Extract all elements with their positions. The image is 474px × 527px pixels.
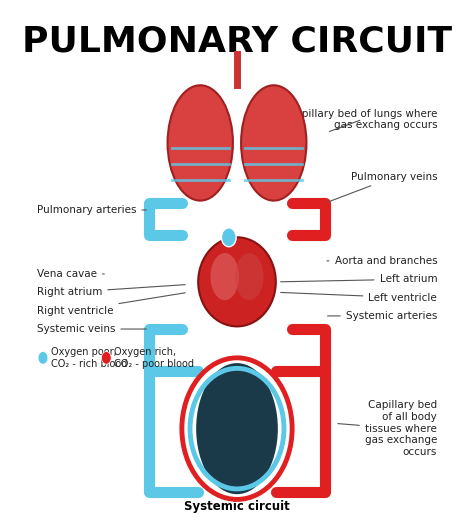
Ellipse shape bbox=[196, 363, 278, 494]
Text: Systemic veins: Systemic veins bbox=[37, 324, 146, 334]
Text: Capillary bed
of all body
tissues where
gas exchange
occurs: Capillary bed of all body tissues where … bbox=[338, 401, 437, 457]
Text: Aorta and branches: Aorta and branches bbox=[327, 256, 437, 266]
Ellipse shape bbox=[235, 253, 264, 300]
Text: Right atrium: Right atrium bbox=[37, 285, 185, 297]
Circle shape bbox=[101, 352, 111, 364]
Text: Oxygen poor,
CO₂ - rich blood: Oxygen poor, CO₂ - rich blood bbox=[51, 347, 128, 369]
Ellipse shape bbox=[241, 85, 306, 201]
Circle shape bbox=[221, 228, 236, 247]
Text: Right ventricle: Right ventricle bbox=[37, 293, 185, 316]
Text: Left atrium: Left atrium bbox=[281, 274, 437, 284]
Ellipse shape bbox=[210, 253, 239, 300]
Text: Capillary bed of lungs where
gas exchang occurs: Capillary bed of lungs where gas exchang… bbox=[288, 109, 437, 131]
Ellipse shape bbox=[198, 237, 276, 326]
Ellipse shape bbox=[168, 85, 233, 201]
Text: Oxygen rich,
CO₂ - poor blood: Oxygen rich, CO₂ - poor blood bbox=[114, 347, 194, 369]
Text: Systemic arteries: Systemic arteries bbox=[328, 311, 437, 321]
Circle shape bbox=[38, 352, 48, 364]
Text: Left ventricle: Left ventricle bbox=[281, 292, 437, 302]
Text: Systemic circuit: Systemic circuit bbox=[184, 500, 290, 512]
Text: PULMONARY CIRCUIT: PULMONARY CIRCUIT bbox=[22, 25, 452, 59]
Text: Vena cavae: Vena cavae bbox=[37, 269, 104, 279]
Text: Pulmonary veins: Pulmonary veins bbox=[328, 172, 437, 202]
Text: Pulmonary arteries: Pulmonary arteries bbox=[37, 205, 146, 215]
